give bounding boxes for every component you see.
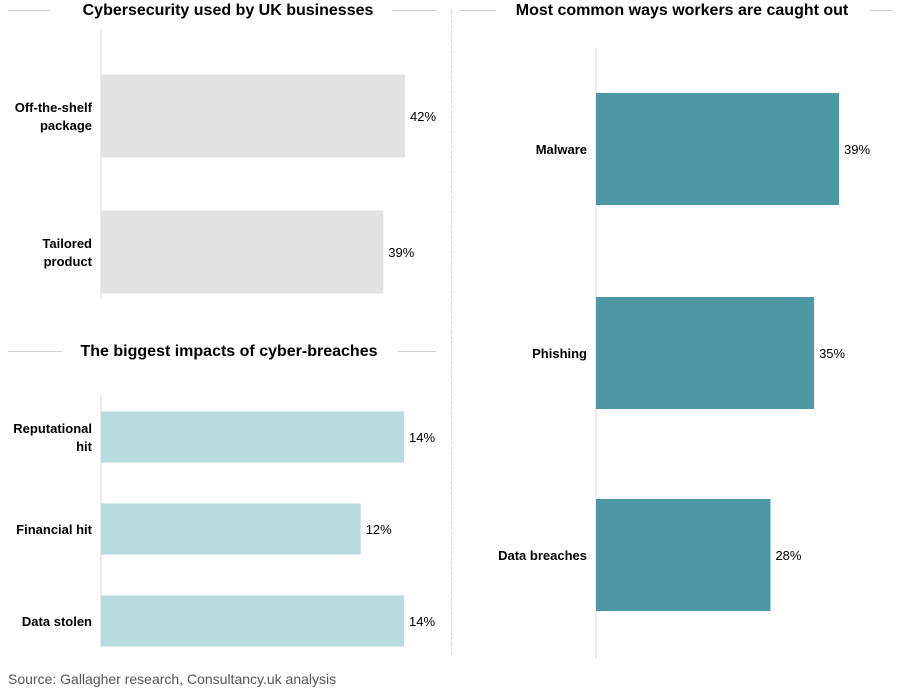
bar bbox=[101, 74, 405, 158]
source-note: Source: Gallagher research, Consultancy.… bbox=[8, 671, 337, 687]
category-label: Malware bbox=[536, 142, 587, 157]
data-label: 42% bbox=[410, 109, 436, 124]
category-label: Reputational bbox=[13, 421, 92, 436]
category-label: package bbox=[40, 118, 92, 133]
chart-title: The biggest impacts of cyber-breaches bbox=[80, 343, 378, 360]
bar bbox=[596, 297, 815, 409]
chart-title: Most common ways workers are caught out bbox=[515, 2, 849, 19]
data-label: 14% bbox=[409, 614, 435, 629]
title-rule-left bbox=[460, 10, 496, 11]
category-label: hit bbox=[76, 439, 93, 454]
title-rule-right bbox=[398, 351, 436, 352]
data-label: 39% bbox=[388, 245, 414, 260]
bar bbox=[101, 411, 404, 463]
bar bbox=[101, 595, 404, 647]
bar bbox=[101, 210, 384, 294]
bar-chart-caught-out: 39% Malware 35% Phishing 28% Data breaches bbox=[498, 48, 870, 658]
data-label: 39% bbox=[844, 142, 870, 157]
category-label: Phishing bbox=[532, 346, 587, 361]
category-label: Financial hit bbox=[16, 522, 93, 537]
title-rule-right bbox=[392, 10, 436, 11]
bar-chart-cybersecurity: 42% Off-the-shelf package 39% Tailored produc… bbox=[15, 30, 436, 298]
bar bbox=[596, 93, 839, 205]
bar bbox=[101, 503, 361, 555]
category-label: Off-the-shelf bbox=[15, 100, 93, 115]
category-label: Data stolen bbox=[22, 614, 92, 629]
category-label: Tailored bbox=[42, 236, 92, 251]
category-label: product bbox=[44, 254, 93, 269]
panel-divider bbox=[451, 10, 452, 655]
data-label: 14% bbox=[409, 430, 435, 445]
title-rule-right bbox=[870, 10, 892, 11]
data-label: 35% bbox=[819, 346, 845, 361]
data-label: 12% bbox=[366, 522, 392, 537]
data-label: 28% bbox=[775, 548, 801, 563]
bar-chart-impacts: 14% Reputational hit 12% Financial hit 14% Dat… bbox=[13, 395, 435, 647]
bar bbox=[596, 499, 771, 611]
title-rule-left bbox=[8, 351, 62, 352]
chart-title: Cybersecurity used by UK businesses bbox=[82, 2, 374, 19]
category-label: Data breaches bbox=[498, 548, 587, 563]
title-rule-left bbox=[8, 10, 50, 11]
